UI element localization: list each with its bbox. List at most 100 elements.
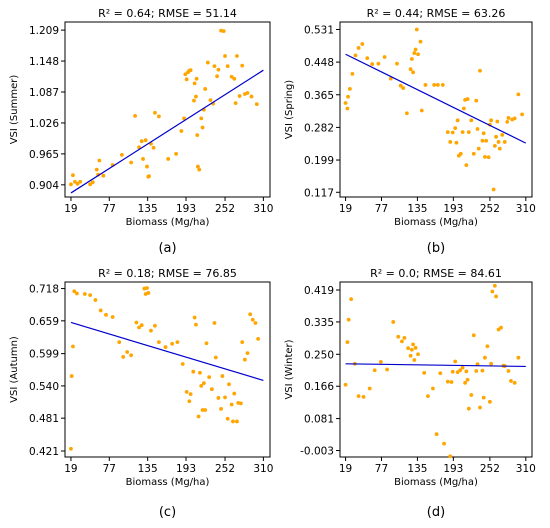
regression-line <box>70 69 264 194</box>
data-point <box>110 315 115 319</box>
data-point <box>431 386 435 391</box>
data-point <box>353 53 358 58</box>
x-tick-label: 77 <box>375 203 388 215</box>
data-point <box>455 118 460 123</box>
data-point <box>491 187 496 192</box>
data-point <box>174 151 178 156</box>
data-point <box>448 140 453 144</box>
data-point <box>139 323 144 328</box>
data-point <box>250 317 255 322</box>
data-point <box>198 370 202 375</box>
data-point <box>223 395 227 400</box>
data-point <box>207 375 212 380</box>
data-point <box>345 340 350 345</box>
data-point <box>464 369 469 374</box>
data-point <box>191 369 196 374</box>
data-point <box>192 98 196 103</box>
y-tick-label: 0.117 <box>304 187 334 199</box>
y-tick-label: 1.087 <box>29 87 59 99</box>
data-point <box>145 286 149 290</box>
data-point <box>450 369 455 374</box>
data-point <box>466 130 471 135</box>
data-point <box>460 130 465 135</box>
data-point <box>229 74 234 79</box>
data-point <box>506 116 511 120</box>
data-point <box>141 157 145 161</box>
data-point <box>423 83 428 87</box>
x-tick-label: 310 <box>516 463 536 475</box>
x-axis-label: Biomass (Mg/ha) <box>126 477 210 488</box>
data-point <box>195 133 200 138</box>
data-point <box>348 86 352 91</box>
data-point <box>72 289 77 294</box>
x-tick-label: 252 <box>480 463 500 475</box>
data-point <box>343 382 348 387</box>
data-point <box>93 298 98 302</box>
data-point <box>422 371 427 375</box>
data-point <box>454 140 459 145</box>
data-point <box>90 180 95 185</box>
y-tick-label: 0.659 <box>29 316 59 328</box>
data-point <box>88 293 93 298</box>
data-point <box>157 114 161 119</box>
plot-frame <box>64 21 271 198</box>
data-point <box>73 179 77 184</box>
data-point <box>395 61 399 66</box>
data-point <box>411 342 415 347</box>
data-point <box>213 355 218 360</box>
data-point <box>408 67 413 72</box>
data-point <box>419 108 424 113</box>
data-point <box>225 416 230 421</box>
data-point <box>506 369 511 373</box>
data-point <box>75 291 79 296</box>
y-tick-label: 0.250 <box>304 349 334 361</box>
data-point <box>361 394 366 399</box>
data-point <box>485 344 490 349</box>
data-point <box>221 29 226 34</box>
data-point <box>94 167 99 172</box>
data-point <box>414 27 419 32</box>
data-point <box>478 405 482 410</box>
data-point <box>476 146 481 151</box>
data-point <box>442 441 446 446</box>
data-point <box>516 92 521 97</box>
data-point <box>129 353 134 358</box>
chart-panel-1: R² = 0.64; RMSE = 51.14 19 77 135 193 252 310 0… <box>9 7 273 256</box>
data-point <box>365 56 370 61</box>
data-point <box>478 68 482 73</box>
data-point <box>438 371 443 376</box>
data-point <box>411 70 415 75</box>
data-point <box>385 367 389 372</box>
data-point <box>220 374 225 378</box>
data-point <box>489 118 494 123</box>
data-point <box>196 414 201 419</box>
y-tick-label: 1.209 <box>29 25 59 37</box>
data-point <box>378 359 383 364</box>
data-point <box>216 396 221 400</box>
data-point <box>149 328 153 333</box>
data-point <box>360 42 365 46</box>
data-point <box>409 57 414 61</box>
data-point <box>465 377 470 382</box>
x-tick-label: 310 <box>516 203 536 215</box>
data-point <box>188 68 193 73</box>
data-point <box>512 116 517 121</box>
x-tick-label: 252 <box>215 463 235 475</box>
data-point <box>416 52 420 57</box>
data-point <box>71 173 75 178</box>
data-point <box>240 340 245 345</box>
data-point <box>200 125 205 130</box>
chart-title: R² = 0.64; RMSE = 51.14 <box>98 7 237 20</box>
data-point <box>382 55 387 59</box>
data-point <box>69 182 73 187</box>
data-point <box>146 291 151 295</box>
data-point <box>487 399 492 404</box>
data-point <box>170 341 175 346</box>
data-point <box>145 164 149 169</box>
data-point <box>475 127 480 131</box>
chart-panel-4: R² = 0.0; RMSE = 84.61 19 77 135 193 252 310 -0… <box>284 267 536 520</box>
x-tick-label: 193 <box>176 203 196 215</box>
chart-title: R² = 0.44; RMSE = 63.26 <box>367 7 506 20</box>
data-point <box>453 359 458 364</box>
data-point <box>188 392 193 397</box>
